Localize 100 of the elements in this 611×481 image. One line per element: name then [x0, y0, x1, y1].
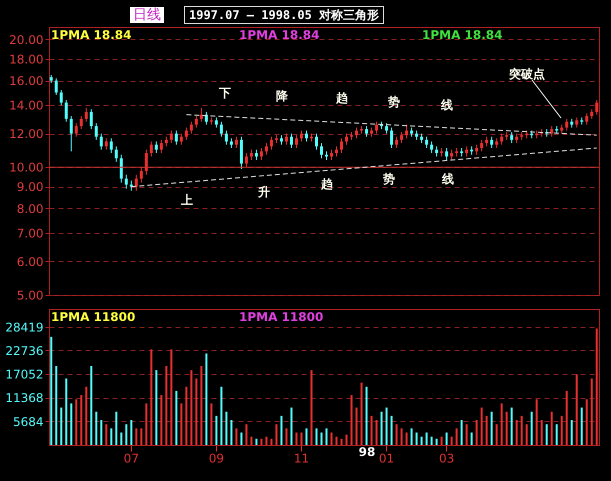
candlestick	[240, 136, 243, 170]
candlestick	[345, 133, 348, 146]
bar	[576, 374, 578, 445]
candlestick	[150, 140, 153, 157]
bar	[426, 432, 428, 445]
bar	[225, 412, 228, 445]
bar	[125, 424, 128, 445]
candlestick	[490, 136, 494, 148]
bar	[255, 438, 258, 445]
candlestick	[400, 132, 404, 144]
bar	[260, 438, 262, 445]
bar	[290, 408, 292, 445]
candlestick	[244, 152, 248, 168]
bar	[320, 432, 322, 445]
bar	[240, 432, 242, 445]
bar	[456, 428, 458, 445]
candlestick	[425, 136, 428, 148]
candlestick	[335, 146, 338, 157]
candlestick	[134, 174, 138, 192]
y-tick-label: 5684	[12, 414, 44, 429]
bar	[466, 424, 468, 445]
candlestick	[224, 130, 228, 146]
candlestick	[174, 130, 178, 146]
candlestick	[160, 139, 163, 154]
bar	[90, 366, 92, 445]
candlestick	[355, 127, 358, 139]
bar	[410, 428, 413, 445]
candlestick	[250, 149, 253, 161]
bar	[496, 424, 498, 445]
annotation: 1PMA 18.84	[422, 28, 503, 42]
candlestick	[84, 107, 88, 122]
candlestick	[64, 100, 68, 122]
bar	[540, 420, 543, 445]
bar	[110, 428, 112, 445]
candlestick	[264, 142, 268, 156]
candlestick	[430, 140, 434, 154]
bar	[140, 428, 142, 445]
candlestick	[270, 136, 273, 150]
bar	[546, 424, 548, 445]
candlestick	[260, 148, 263, 161]
candlestick	[234, 136, 238, 148]
annotation: 1PMA 11800	[239, 310, 324, 324]
y-tick-label: 11368	[5, 391, 44, 406]
candlestick	[390, 127, 394, 148]
x-tick-label: 03	[438, 452, 454, 466]
candlestick	[190, 121, 193, 134]
bar	[516, 420, 518, 445]
bar	[520, 416, 523, 445]
candlestick	[70, 116, 73, 152]
candlestick	[90, 108, 93, 130]
candlestick	[590, 108, 594, 120]
y-tick-label: 6.00	[16, 254, 44, 269]
candlestick	[54, 78, 58, 96]
candlestick	[214, 116, 218, 128]
bar	[380, 412, 383, 445]
candlestick	[104, 138, 108, 150]
candlestick	[140, 166, 143, 184]
candlestick	[120, 154, 123, 184]
candlestick	[110, 138, 113, 154]
candlestick	[74, 122, 78, 138]
bar	[185, 386, 188, 445]
bar	[590, 378, 593, 445]
candlestick	[395, 136, 398, 148]
bar	[446, 432, 448, 445]
bar	[295, 432, 298, 445]
bar	[350, 395, 353, 445]
bar	[476, 420, 478, 445]
candlestick	[595, 100, 598, 116]
candlestick	[80, 116, 83, 130]
candlestick	[290, 133, 293, 148]
bar	[160, 395, 162, 445]
bar	[55, 366, 58, 445]
candlestick	[124, 174, 128, 190]
bar	[326, 428, 328, 445]
bar	[530, 412, 533, 445]
y-tick-label: 7.00	[16, 226, 44, 240]
y-tick-label: 9.00	[16, 180, 44, 194]
bar	[430, 436, 433, 445]
bar	[490, 412, 493, 445]
candlestick	[575, 116, 578, 128]
candlestick	[220, 121, 223, 138]
candlestick	[100, 133, 103, 150]
bar	[210, 403, 212, 445]
bar	[315, 428, 318, 445]
bar	[280, 416, 282, 445]
candlestick	[450, 149, 454, 161]
y-tick-label: 20.00	[9, 32, 44, 47]
bar	[556, 424, 558, 445]
candlestick	[280, 134, 283, 146]
bar	[376, 420, 378, 445]
candlestick	[194, 116, 198, 128]
candlestick	[510, 132, 514, 144]
candlestick	[365, 126, 368, 138]
bar	[566, 390, 568, 445]
text: 下降趋势线	[219, 86, 453, 112]
x-tick-label: 11	[294, 452, 310, 466]
chart-title: 1997.07 — 1998.05 对称三角形	[184, 6, 384, 24]
bar	[130, 420, 132, 445]
candlestick	[485, 136, 488, 147]
bar	[265, 436, 268, 445]
